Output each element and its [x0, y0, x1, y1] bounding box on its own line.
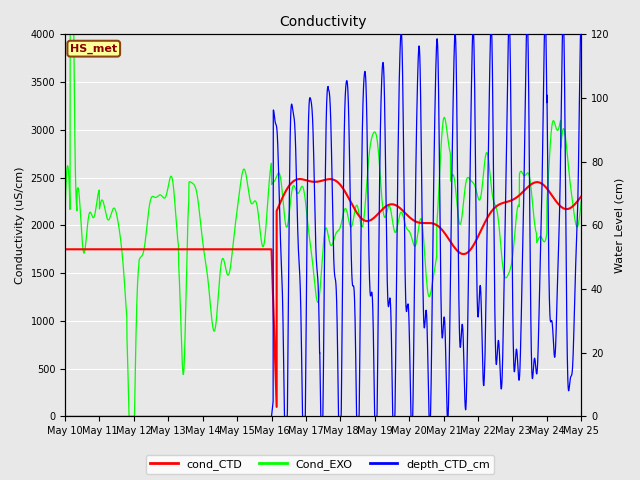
- Title: Conductivity: Conductivity: [280, 15, 367, 29]
- Y-axis label: Water Level (cm): Water Level (cm): [615, 178, 625, 273]
- Legend: cond_CTD, Cond_EXO, depth_CTD_cm: cond_CTD, Cond_EXO, depth_CTD_cm: [146, 455, 494, 474]
- Y-axis label: Conductivity (uS/cm): Conductivity (uS/cm): [15, 167, 25, 284]
- Text: HS_met: HS_met: [70, 44, 117, 54]
